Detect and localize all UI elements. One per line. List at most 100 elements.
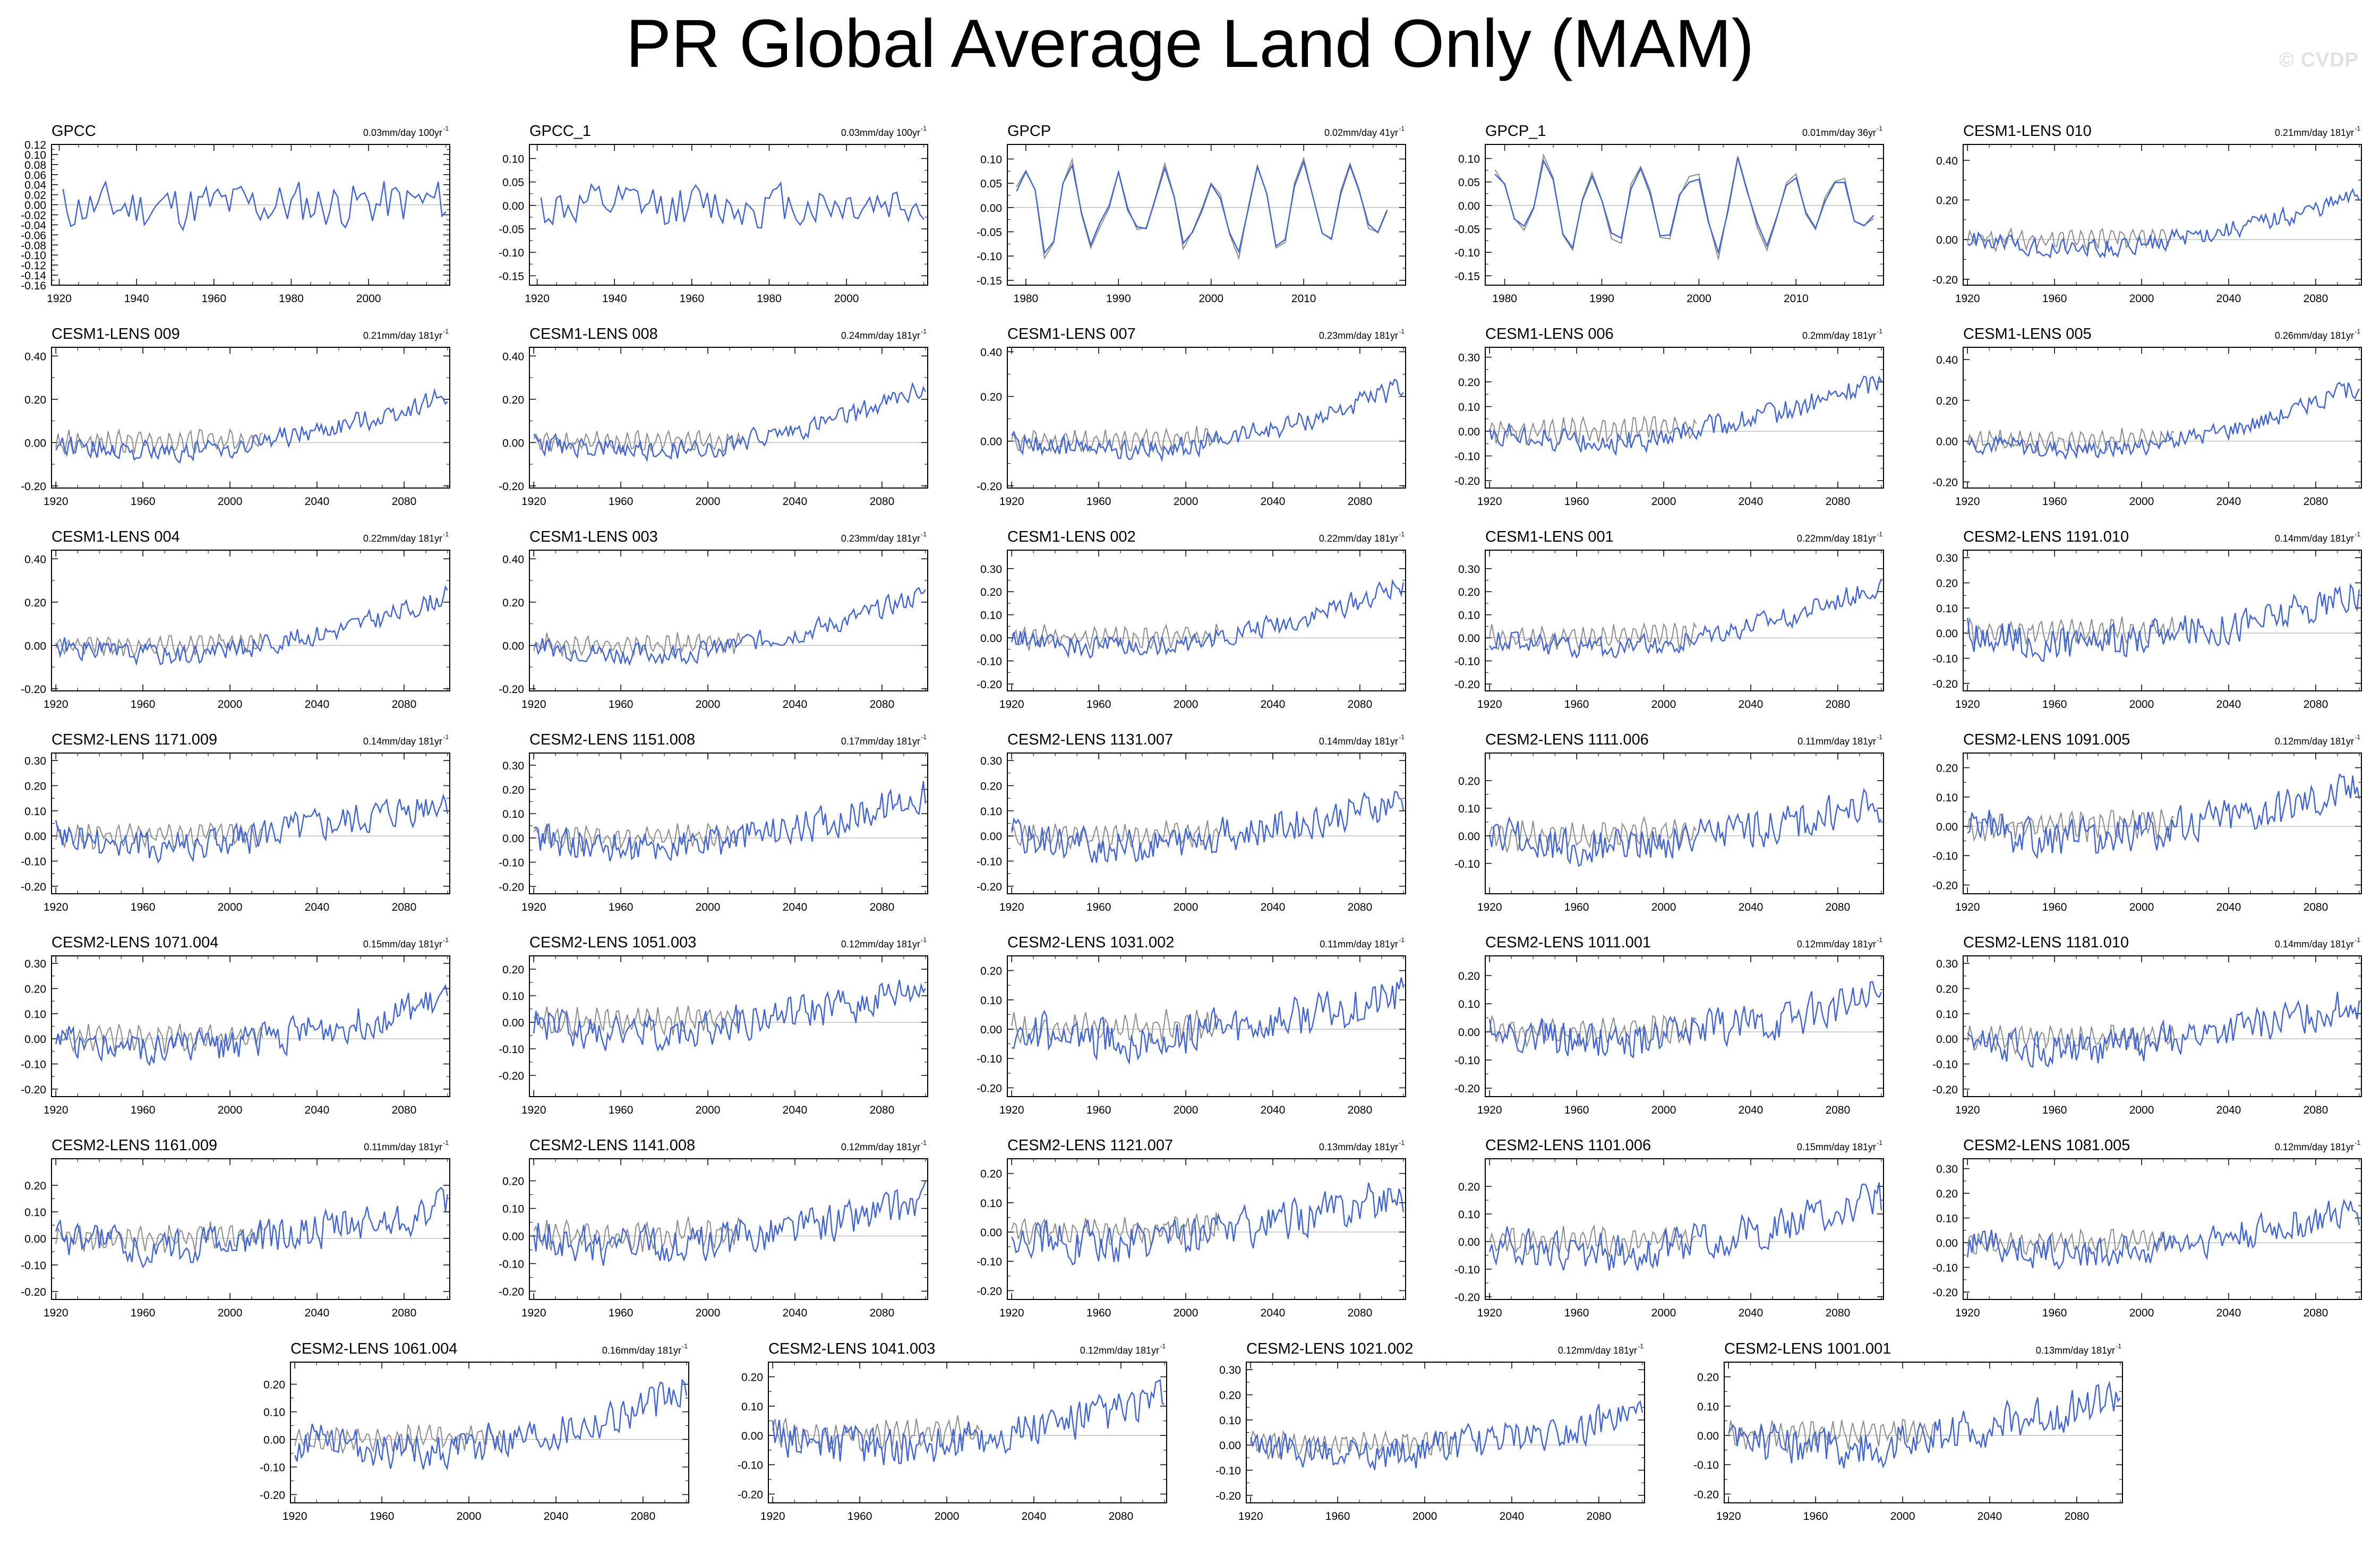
model-series-line bbox=[1011, 791, 1405, 863]
y-tick-label: -0.20 bbox=[499, 683, 524, 696]
obs-series-line bbox=[55, 822, 263, 850]
panel-title: CESM2-LENS 1051.003 bbox=[529, 934, 696, 951]
trend-label: 0.11mm/day 181yr bbox=[1320, 939, 1398, 950]
y-tick-label: 0.00 bbox=[502, 1017, 524, 1029]
plot-frame bbox=[51, 752, 450, 894]
chart-panel: GPCP_1 0.01mm/day 36yr -1 0.10 0.05 0.00 -0.05… bbox=[1454, 123, 1884, 305]
y-tick-label: -0.10 bbox=[21, 1058, 46, 1071]
x-tick-label: 2000 bbox=[1174, 495, 1198, 508]
x-tick-label: 2080 bbox=[870, 1104, 895, 1116]
plot-frame bbox=[1007, 347, 1406, 489]
model-series-line bbox=[1967, 187, 2360, 259]
chart-panel: CESM2-LENS 1061.004 0.16mm/day 181yr -1 0.2… bbox=[260, 1340, 689, 1523]
x-tick-label: 2080 bbox=[392, 495, 417, 508]
plot-frame bbox=[1007, 1158, 1406, 1300]
panel-title: CESM2-LENS 1001.001 bbox=[1724, 1340, 1891, 1357]
x-tick-label: 2040 bbox=[1261, 901, 1286, 913]
trend-exponent: -1 bbox=[2355, 125, 2360, 132]
x-tick-label: 1940 bbox=[602, 293, 627, 305]
y-tick-label: -0.10 bbox=[499, 1258, 524, 1270]
y-tick-label: -0.20 bbox=[738, 1489, 763, 1501]
y-tick-label: 0.20 bbox=[980, 586, 1002, 598]
panel-title: CESM2-LENS 1081.005 bbox=[1963, 1137, 2130, 1154]
x-tick-label: 2040 bbox=[1977, 1510, 2002, 1523]
x-tick-label: 2000 bbox=[356, 293, 381, 305]
x-tick-label: 1920 bbox=[1238, 1510, 1263, 1523]
y-tick-label: -0.16 bbox=[21, 280, 46, 292]
y-tick-label: -0.10 bbox=[1454, 656, 1480, 668]
chart-panel: CESM1-LENS 010 0.21mm/day 181yr -1 0.40 0.20… bbox=[1932, 123, 2362, 305]
chart-panel: GPCC_1 0.03mm/day 100yr -1 0.10 0.05 0.00 -0.0… bbox=[499, 123, 928, 305]
x-tick-label: 1940 bbox=[124, 293, 149, 305]
trend-exponent: -1 bbox=[921, 1139, 927, 1147]
y-tick-label: 0.20 bbox=[1936, 1188, 1958, 1200]
panel-title: CESM2-LENS 1131.007 bbox=[1007, 731, 1173, 748]
panel-title: CESM2-LENS 1111.006 bbox=[1485, 731, 1649, 748]
y-tick-label: 0.20 bbox=[980, 391, 1002, 404]
y-tick-label: 0.00 bbox=[1936, 628, 1958, 640]
y-tick-label: 0.00 bbox=[502, 833, 524, 845]
obs-series-line bbox=[1967, 427, 2174, 453]
y-tick-label: 0.20 bbox=[24, 394, 46, 406]
y-tick-label: -0.10 bbox=[1454, 247, 1480, 259]
plot-frame bbox=[51, 144, 450, 286]
trend-exponent: -1 bbox=[1399, 125, 1405, 132]
x-tick-label: 2000 bbox=[1686, 293, 1711, 305]
model-series-line bbox=[533, 979, 926, 1052]
model-series-line bbox=[533, 1181, 927, 1266]
y-tick-label: 0.12 bbox=[24, 139, 46, 151]
trend-label: 0.12mm/day 181yr bbox=[1797, 939, 1876, 950]
trend-label: 0.21mm/day 181yr bbox=[2275, 127, 2354, 138]
y-tick-label: 0.30 bbox=[24, 958, 46, 970]
trend-label: 0.12mm/day 181yr bbox=[841, 939, 920, 950]
panel-title: CESM2-LENS 1091.005 bbox=[1963, 731, 2130, 748]
chart-panel: CESM1-LENS 009 0.21mm/day 181yr -1 0.40 0.20… bbox=[21, 326, 450, 508]
y-tick-label: -0.15 bbox=[1454, 270, 1480, 283]
y-tick-label: -0.20 bbox=[1932, 476, 1958, 489]
x-tick-label: 2000 bbox=[218, 495, 243, 508]
x-tick-label: 1960 bbox=[2042, 698, 2067, 711]
trend-label: 0.17mm/day 181yr bbox=[841, 736, 920, 747]
plot-frame bbox=[51, 550, 450, 691]
y-tick-label: 0.10 bbox=[741, 1401, 763, 1413]
y-tick-label: -0.20 bbox=[977, 881, 1002, 893]
x-tick-label: 2000 bbox=[1174, 698, 1198, 711]
trend-label: 0.14mm/day 181yr bbox=[363, 736, 442, 747]
y-tick-label: -0.20 bbox=[977, 1082, 1002, 1094]
x-tick-label: 2000 bbox=[696, 1307, 721, 1319]
plot-frame bbox=[1485, 347, 1884, 489]
y-tick-label: -0.20 bbox=[1454, 1292, 1480, 1304]
chart-panel: CESM2-LENS 1191.010 0.14mm/day 181yr -1 0.3… bbox=[1932, 528, 2362, 711]
y-tick-label: -0.10 bbox=[977, 1053, 1002, 1065]
x-tick-label: 2040 bbox=[1261, 495, 1286, 508]
model-series-line bbox=[55, 793, 449, 863]
trend-exponent: -1 bbox=[1877, 531, 1882, 538]
y-tick-label: -0.10 bbox=[21, 250, 46, 262]
trend-label: 0.22mm/day 181yr bbox=[363, 533, 442, 544]
trend-exponent: -1 bbox=[443, 733, 449, 741]
x-tick-label: 1920 bbox=[521, 901, 546, 913]
x-tick-label: 2000 bbox=[696, 901, 721, 913]
trend-label: 0.03mm/day 100yr bbox=[363, 127, 442, 138]
trend-exponent: -1 bbox=[921, 936, 927, 944]
x-tick-label: 1920 bbox=[525, 293, 550, 305]
y-tick-label: 0.10 bbox=[263, 1407, 285, 1419]
plot-frame bbox=[51, 955, 450, 1097]
obs-series-line bbox=[1967, 227, 2175, 253]
y-tick-label: 0.00 bbox=[980, 632, 1002, 645]
model-series-line bbox=[1016, 159, 1388, 255]
chart-panel: CESM2-LENS 1141.008 0.12mm/day 181yr -1 0.2… bbox=[499, 1137, 928, 1319]
chart-panel: CESM1-LENS 002 0.22mm/day 181yr -1 0.30 0.20… bbox=[977, 528, 1406, 711]
y-tick-label: 0.20 bbox=[24, 1180, 46, 1192]
y-tick-label: 0.10 bbox=[24, 1008, 46, 1021]
y-tick-label: 0.20 bbox=[1697, 1372, 1719, 1384]
model-series-line bbox=[1250, 1400, 1643, 1470]
x-tick-label: 2080 bbox=[2304, 1104, 2328, 1116]
model-series-line bbox=[1011, 977, 1405, 1065]
y-tick-label: 0.10 bbox=[1936, 792, 1958, 804]
x-tick-label: 1960 bbox=[131, 901, 156, 913]
y-tick-label: -0.10 bbox=[1932, 1262, 1958, 1275]
trend-label: 0.23mm/day 181yr bbox=[841, 533, 920, 544]
y-tick-label: 0.30 bbox=[1936, 552, 1958, 565]
plot-frame bbox=[529, 955, 928, 1097]
